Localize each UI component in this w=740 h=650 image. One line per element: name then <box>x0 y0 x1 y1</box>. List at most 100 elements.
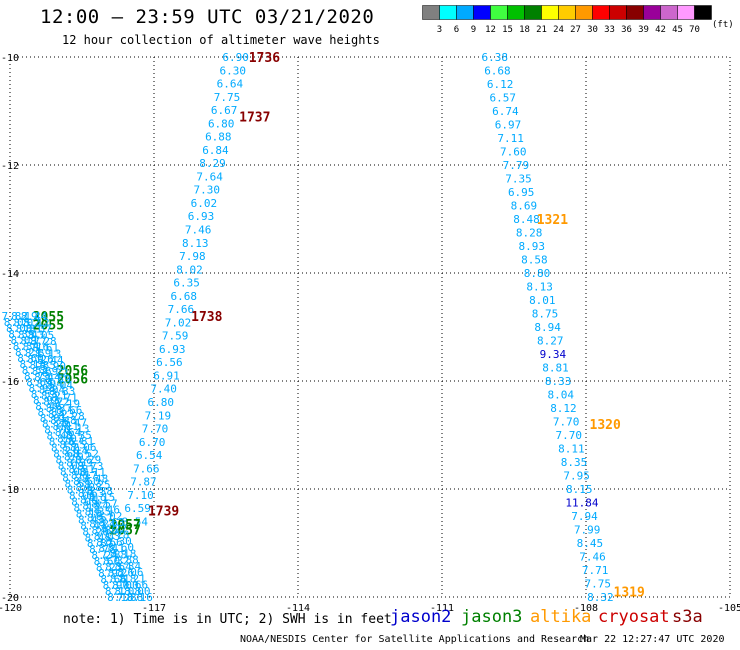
y-tick-label: -10 <box>1 53 19 64</box>
wave-height-value: 8.41 <box>98 542 125 555</box>
wave-height-value: 7.78 <box>103 529 130 542</box>
wave-height-value: 8.90 <box>103 579 130 592</box>
wave-height-value: 8.87 <box>87 537 114 550</box>
wave-height-value: 8.13 <box>526 281 553 294</box>
wave-height-value: 8.22 <box>101 522 128 535</box>
wave-height-value: 8.53 <box>31 388 58 401</box>
wave-height-value: 6.80 <box>147 396 174 409</box>
colorbar-label: 27 <box>570 25 581 35</box>
wave-height-value: 8.24 <box>89 518 116 531</box>
y-tick-label: -16 <box>1 377 19 388</box>
colorbar-label: 42 <box>655 25 666 35</box>
wave-height-value: 8.03 <box>94 530 121 543</box>
wave-height-value: 8.28 <box>30 335 57 348</box>
wave-height-value: 8.44 <box>37 354 64 367</box>
wave-height-value: 7.46 <box>185 223 212 236</box>
wave-height-value: 6.90 <box>222 51 249 64</box>
wave-height-value: 7.64 <box>196 170 223 183</box>
wave-height-value: 8.11 <box>52 420 79 433</box>
wave-height-value: 7.19 <box>145 409 172 422</box>
wave-height-value: 8.17 <box>71 469 98 482</box>
wave-height-value: 8.22 <box>42 366 69 379</box>
wave-height-value: 8.21 <box>41 390 68 403</box>
wave-height-value: 8.16 <box>126 591 153 604</box>
wave-height-value: 7.35 <box>505 173 532 186</box>
wave-height-value: 8.28 <box>58 410 85 423</box>
wave-height-value: 7.70 <box>553 416 580 429</box>
wave-height-value: 8.81 <box>542 362 569 375</box>
colorbar-label: 70 <box>689 25 700 35</box>
wave-height-value: 6.12 <box>487 78 514 91</box>
wave-height-value: 8.33 <box>545 375 572 388</box>
legend-cryosat: cryosat <box>598 607 670 627</box>
pass-time-label: 1739 <box>148 505 179 520</box>
legend-altika: altika <box>530 607 592 627</box>
wave-height-value: 8.05 <box>71 495 98 508</box>
wave-height-value: 8.70 <box>44 424 71 437</box>
wave-height-value: 8.23 <box>96 561 123 574</box>
x-tick-label: -114 <box>286 603 310 614</box>
wave-height-value: 8.15 <box>89 491 116 504</box>
wave-height-value: 8.20 <box>82 525 109 538</box>
wave-height-value: 8.68 <box>53 448 80 461</box>
colorbar-label: 21 <box>536 25 547 35</box>
wave-height-value: 8.04 <box>39 383 66 396</box>
colorbar-label: 3 <box>437 25 442 35</box>
wave-height-value: 7.88 <box>112 554 139 567</box>
wave-height-value: 8.86 <box>91 524 118 537</box>
wave-height-value: 8.78 <box>89 543 116 556</box>
legend-jason2: jason2 <box>390 607 452 627</box>
wave-height-value: 6.57 <box>489 92 516 105</box>
wave-height-value: 8.00 <box>112 579 139 592</box>
wave-height-value: 8.37 <box>25 323 52 336</box>
wave-height-value: 8.06 <box>69 489 96 502</box>
wave-height-value: 6.97 <box>495 119 522 132</box>
colorbar-label: 9 <box>471 25 476 35</box>
wave-height-map: -120 -117 -114 -111 -108 -105 -10 -12 -14 -16 -18 -… <box>0 51 740 614</box>
colorbar-label: 18 <box>519 25 530 35</box>
wave-height-value: 7.75 <box>585 578 612 591</box>
wave-height-value: 8.35 <box>561 456 588 469</box>
wave-height-value: 8.66 <box>56 404 83 417</box>
wave-height-value: 6.84 <box>202 144 229 157</box>
wave-height-value: 8.73 <box>77 460 104 473</box>
wave-height-value: 8.19 <box>80 493 107 506</box>
footer-note: note: 1) Time is in UTC; 2) SWH is in fe… <box>63 612 392 627</box>
wave-height-value: 8.02 <box>13 316 40 329</box>
wave-height-value: 8.40 <box>46 430 73 443</box>
wave-height-value: 8.34 <box>115 560 142 573</box>
wave-height-value: 6.67 <box>211 104 238 117</box>
pass-time-label: 2056 <box>57 372 88 387</box>
pass-time-label: 1737 <box>239 110 270 125</box>
footer-credit: NOAA/NESDIS Center for Satellite Applica… <box>240 634 590 645</box>
wave-height-value: 8.10 <box>76 507 103 520</box>
wave-height-value: 8.01 <box>529 294 556 307</box>
y-tick-label: -12 <box>1 161 19 172</box>
wave-height-value: 8.47 <box>61 416 88 429</box>
wave-height-value: 8.12 <box>23 316 50 329</box>
wave-height-value: 7.66 <box>168 303 195 316</box>
pass-time-label: 2057 <box>110 518 141 533</box>
wave-height-value: 7.95 <box>563 470 590 483</box>
wave-height-value: 8.32 <box>587 591 614 604</box>
wave-height-value: 8.44 <box>34 371 61 384</box>
wave-height-value: 8.63 <box>98 516 125 529</box>
wave-height-value: 8.13 <box>63 423 90 436</box>
wave-height-value: 8.13 <box>35 348 62 361</box>
wave-height-value: 8.14 <box>62 444 89 457</box>
wave-height-value: 8.50 <box>73 475 100 488</box>
wave-height-value: 8.31 <box>16 322 43 335</box>
wave-height-value: 7.70 <box>555 429 582 442</box>
wave-height-value: 8.44 <box>21 310 48 323</box>
wave-height-value: 7.75 <box>214 91 241 104</box>
wave-height-value: 8.63 <box>78 487 105 500</box>
wave-height-value: 8.52 <box>72 447 99 460</box>
wave-height-value: 6.35 <box>173 277 200 290</box>
wave-height-value: 8.48 <box>82 472 109 485</box>
wave-height-value: 8.39 <box>66 457 93 470</box>
wave-height-value: 6.68 <box>171 290 198 303</box>
wave-height-value: 8.11 <box>79 466 106 479</box>
colorbar-label: 45 <box>672 25 683 35</box>
wave-height-value: 8.59 <box>25 347 52 360</box>
